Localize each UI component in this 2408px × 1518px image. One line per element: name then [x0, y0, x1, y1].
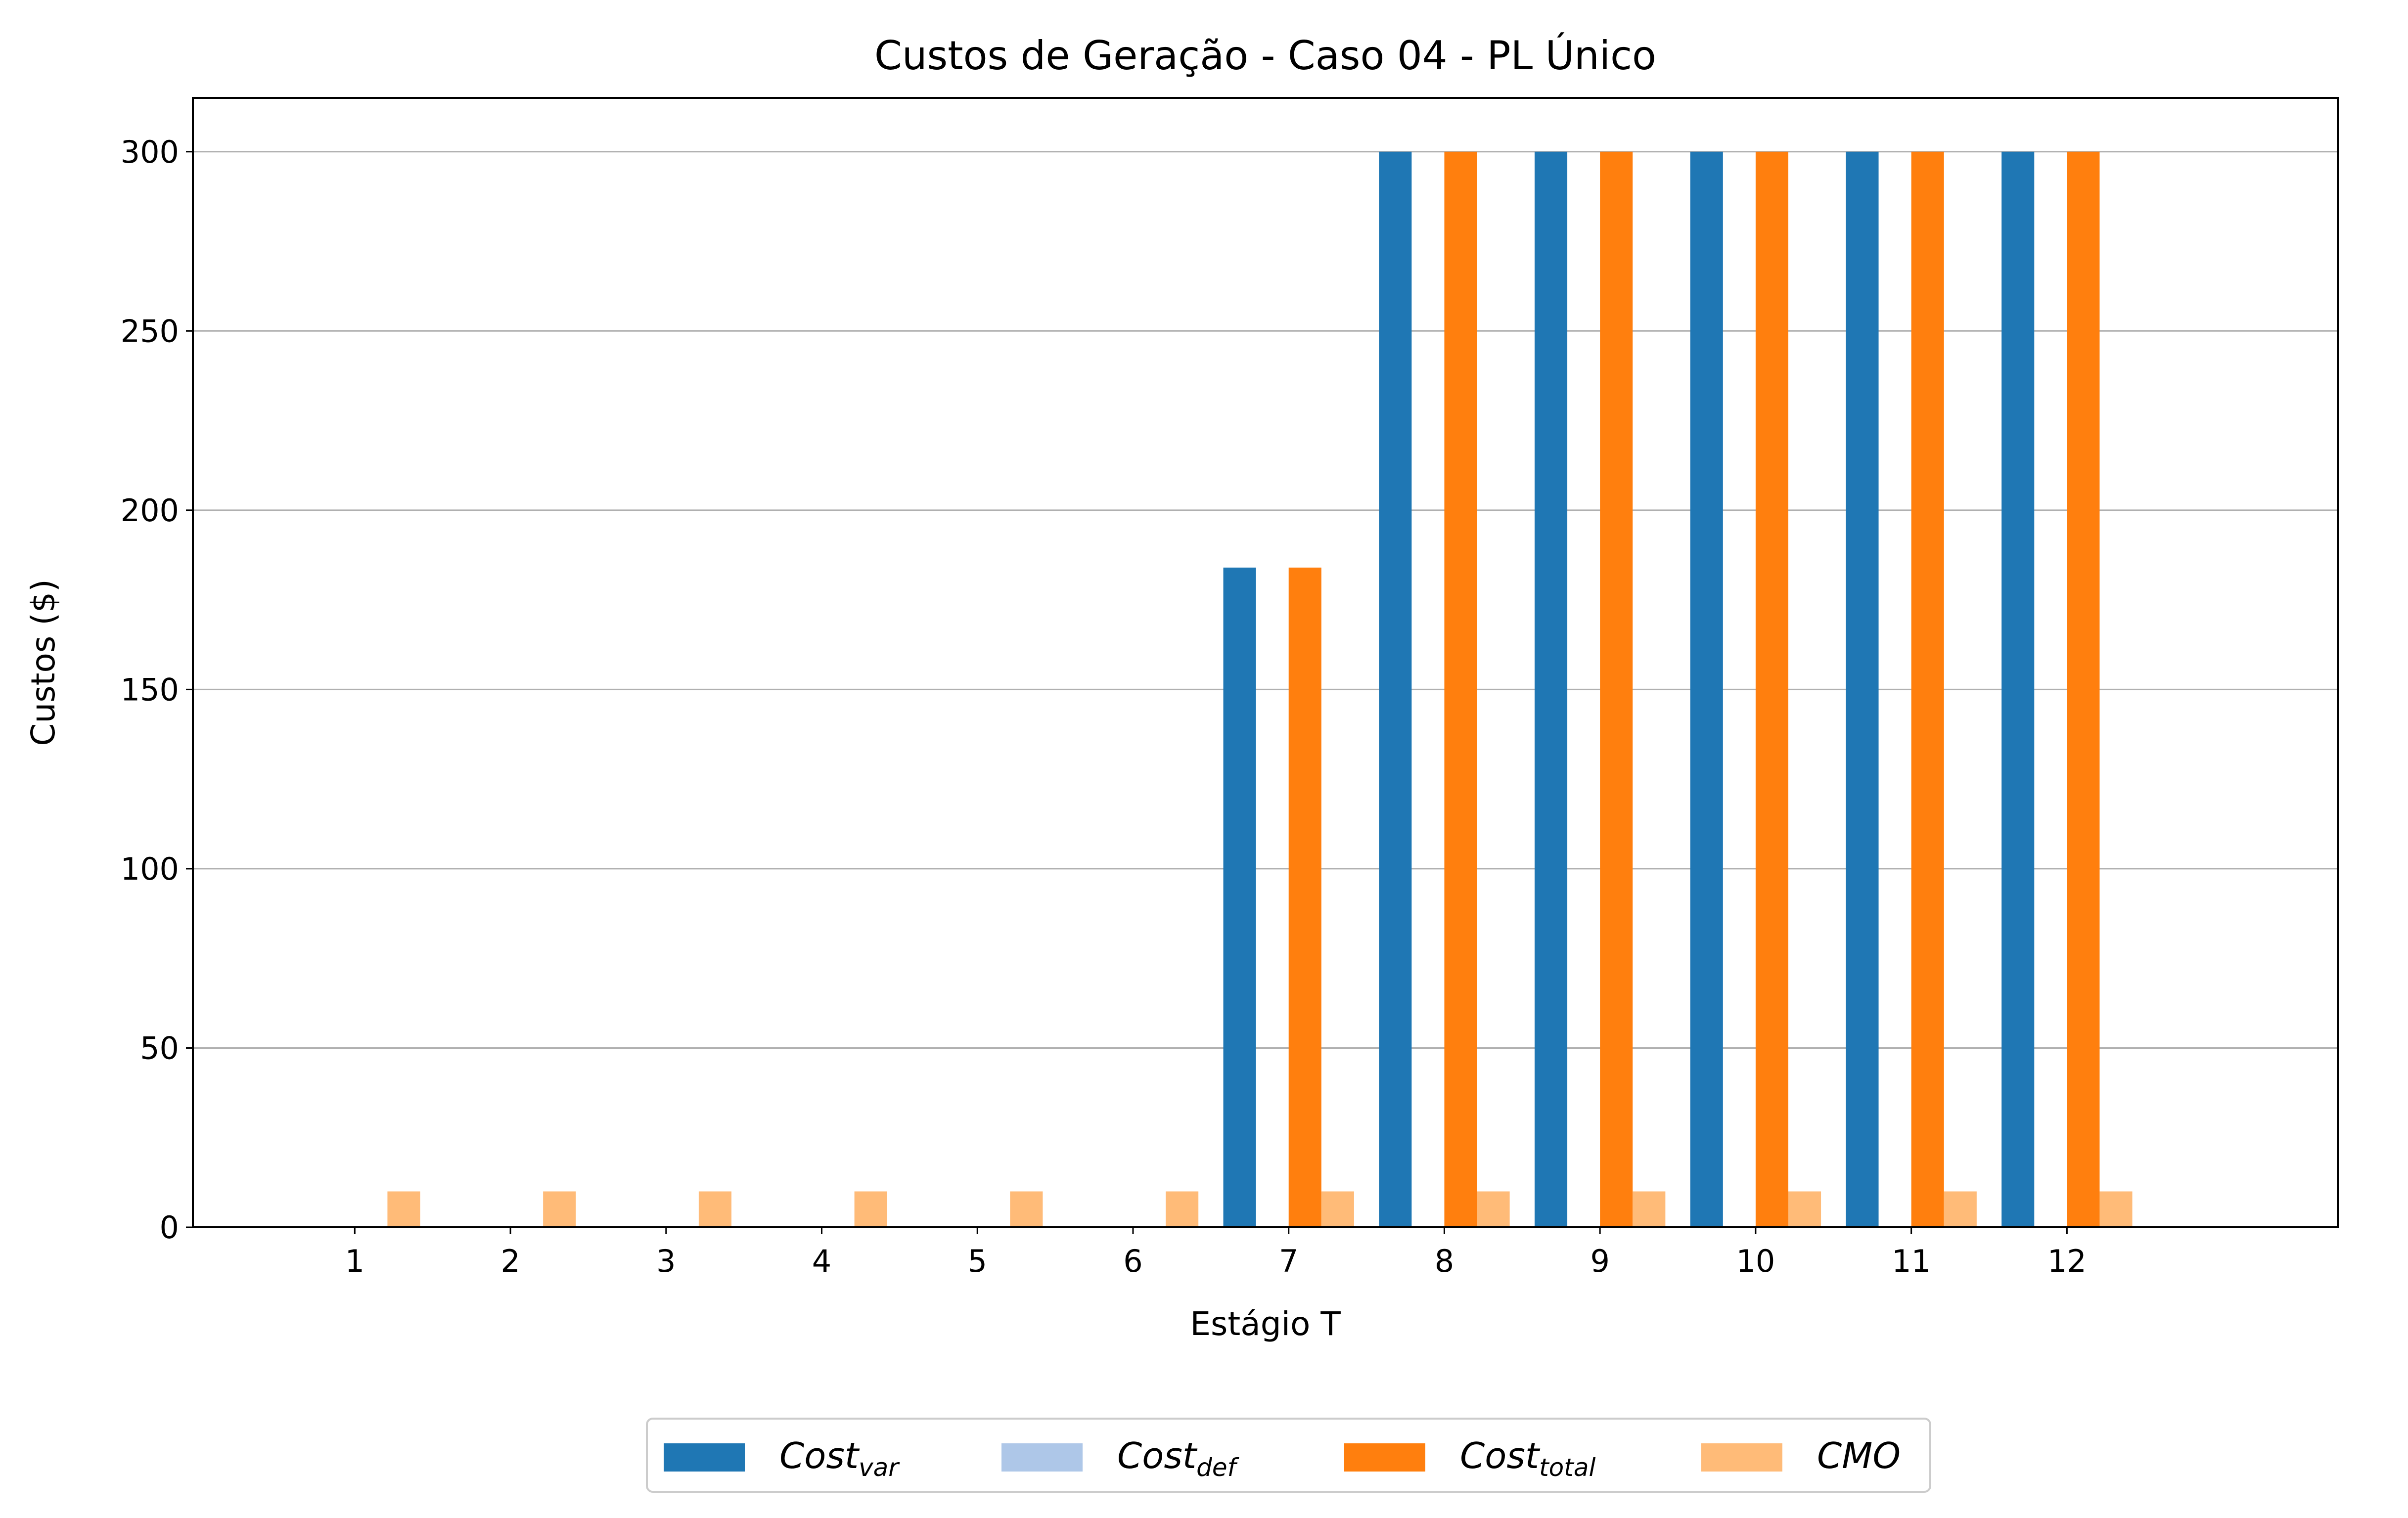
legend-entry: Costvar	[779, 1435, 900, 1482]
y-tick-label: 200	[121, 492, 179, 529]
legend: Costvar Costdef Costtotal CMO	[646, 1418, 1931, 1493]
x-axis-label: Estágio T	[1190, 1305, 1341, 1343]
bar-cmo-1	[387, 1191, 420, 1227]
y-tick-label: 100	[121, 851, 179, 887]
y-tick-label: 0	[160, 1209, 179, 1246]
bar-var-10	[1690, 151, 1723, 1227]
gridlines	[193, 151, 2338, 1228]
bar-var-11	[1846, 151, 1879, 1227]
y-tick-label: 300	[121, 134, 179, 170]
x-tick-label: 9	[1590, 1243, 1609, 1279]
x-tick-label: 3	[656, 1243, 676, 1279]
bar-cmo-10	[1788, 1191, 1821, 1227]
legend-box	[646, 1418, 1931, 1493]
bar-cmo-8	[1477, 1191, 1510, 1227]
bar-var-7	[1223, 567, 1256, 1227]
bar-cmo-5	[1010, 1191, 1043, 1227]
bar-cmo-12	[2099, 1191, 2133, 1227]
legend-entry: Costtotal	[1460, 1435, 1596, 1482]
x-tick-label: 6	[1123, 1243, 1142, 1279]
bar-var-8	[1379, 151, 1412, 1227]
legend-swatch	[664, 1443, 745, 1472]
bar-cmo-6	[1166, 1191, 1199, 1227]
bar-total-7	[1288, 567, 1321, 1227]
bar-cmo-3	[698, 1191, 731, 1227]
legend-entry: CMO	[1817, 1435, 1901, 1476]
y-tick-label: 250	[121, 313, 179, 349]
legend-swatch	[1344, 1443, 1425, 1472]
x-tick-label: 5	[968, 1243, 987, 1279]
x-tick-label: 1	[345, 1243, 364, 1279]
legend-swatch	[1701, 1443, 1782, 1472]
bar-cmo-2	[543, 1191, 576, 1227]
legend-entry: Costdef	[1117, 1435, 1239, 1482]
y-axis-label: Custos ($)	[24, 579, 62, 746]
x-tick-label: 7	[1279, 1243, 1298, 1279]
y-tick-label: 50	[140, 1030, 179, 1066]
y-tick-label: 150	[121, 671, 179, 708]
chart-title: Custos de Geração - Caso 04 - PL Único	[874, 32, 1656, 79]
plot-frame	[192, 97, 2339, 1228]
x-tick-label: 4	[812, 1243, 831, 1279]
bar-var-12	[2001, 151, 2035, 1227]
bar-cmo-9	[1633, 1191, 1666, 1227]
x-tick-label: 8	[1435, 1243, 1454, 1279]
bar-cmo-11	[1944, 1191, 1977, 1227]
bar-cmo-4	[854, 1191, 887, 1227]
bar-total-10	[1755, 151, 1788, 1227]
x-tick-label: 11	[1892, 1243, 1931, 1279]
bars	[387, 151, 2133, 1227]
legend-swatch	[1001, 1443, 1083, 1472]
x-tick-label: 10	[1736, 1243, 1775, 1279]
bar-total-9	[1600, 151, 1633, 1227]
bar-cmo-7	[1321, 1191, 1354, 1227]
x-tick-label: 12	[2047, 1243, 2087, 1279]
bar-total-12	[2067, 151, 2100, 1227]
bar-total-11	[1911, 151, 1944, 1227]
bar-total-8	[1444, 151, 1477, 1227]
bar-var-9	[1534, 151, 1568, 1227]
x-tick-label: 2	[500, 1243, 520, 1279]
